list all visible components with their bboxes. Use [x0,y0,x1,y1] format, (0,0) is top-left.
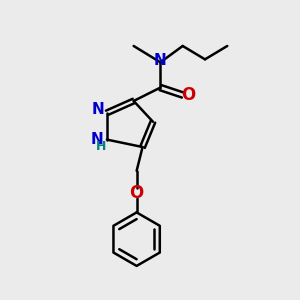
Text: H: H [96,140,107,153]
Text: N: N [91,132,104,147]
Text: O: O [182,86,196,104]
Text: N: N [92,102,104,117]
Text: N: N [154,53,167,68]
Text: O: O [130,184,144,202]
